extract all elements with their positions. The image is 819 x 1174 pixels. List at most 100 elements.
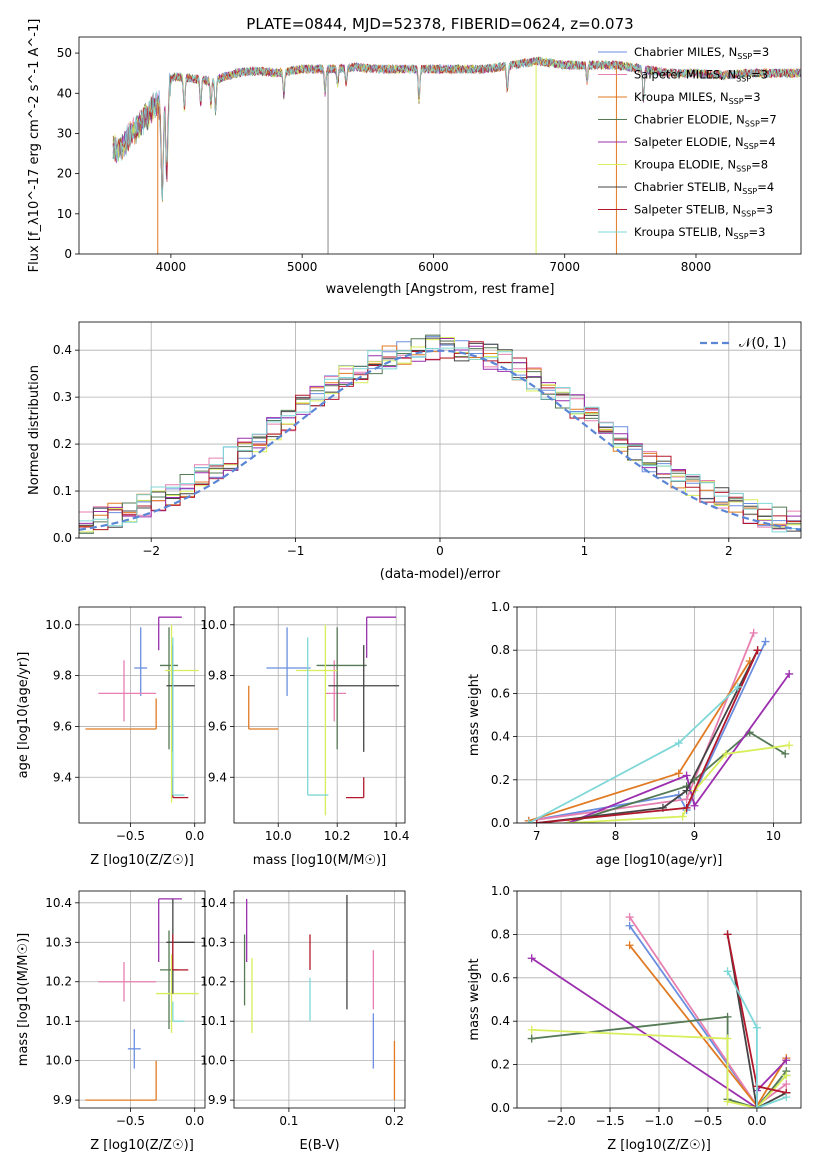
weight-vs-age-ylabel: mass weight [467, 674, 482, 756]
spectrum-axes: 4000 5000 6000 7000 8000 0 10 20 30 40 50 wavelengt… [27, 19, 802, 297]
residuals-axes: −2 −1 0 1 2 0.0 0.1 0.2 0.3 0.4 𝒩(0, 1) (data-model… [27, 321, 802, 582]
age-vs-mass-axes: 10.0 10.2 10.4 9.4 9.6 9.8 10.0 mass [log10(M/M… [200, 606, 410, 868]
spectrum-ytick-label-5: 50 [57, 46, 72, 60]
mass-vs-Z-ytick-label-0: 9.9 [53, 1093, 72, 1107]
legend-nssp-2: 3 [753, 90, 760, 104]
weight-vs-Z-plot-area [527, 913, 791, 1108]
weight-vs-age-marker-4-2 [690, 801, 699, 810]
spectrum-ytick-label-2: 20 [57, 167, 72, 181]
age-vs-mass-plot-area [248, 616, 400, 816]
mass-vs-Z-ytick-label-1: 10.0 [45, 1054, 72, 1068]
spectrum-legend: Chabrier MILES, NSSP=3 Salpeter MILES, NS… [598, 45, 777, 241]
weight-vs-age-xlabel: age [log10(age/yr)] [596, 853, 723, 868]
weight-vs-age-ytick-label-4: 0.8 [491, 643, 510, 657]
mass-vs-Z-ytick-label-3: 10.2 [45, 975, 72, 989]
weight-vs-Z-xtick-label-0: −2.0 [546, 1114, 575, 1128]
weight-vs-age-marker-3-4 [781, 749, 790, 758]
legend-nssp-8: 3 [758, 225, 765, 239]
normal-legend-label: 𝒩(0, 1) [739, 336, 786, 351]
weight-vs-age-marker-8-2 [733, 682, 742, 691]
weight-vs-Z-marker-3-1 [723, 1012, 732, 1021]
legend-entry-3: Chabrier ELODIE, NSSP=7 [634, 113, 777, 129]
mass-vs-Z-xtick-label-0: −0.5 [116, 1114, 145, 1128]
residuals-ytick-label-2: 0.2 [53, 437, 72, 451]
spectrum-line-kroupa-stelib [112, 57, 801, 201]
weight-vs-Z-marker-5-4 [782, 1071, 791, 1080]
weight-vs-Z-ytick-label-1: 0.2 [491, 1058, 510, 1072]
residuals-xtick-label-0: −2 [142, 544, 160, 558]
weight-vs-age-marker-6-2 [682, 786, 691, 795]
weight-vs-Z-ytick-label-4: 0.8 [491, 927, 510, 941]
residuals-xtick-label-1: −1 [287, 544, 305, 558]
mass-vs-Z-xlabel: Z [log10(Z/Z☉)] [90, 1138, 194, 1153]
weight-vs-Z-ytick-label-3: 0.6 [491, 971, 510, 985]
weight-vs-Z-marker-7-0 [723, 930, 732, 939]
mass-vs-Z-ytick-label-4: 10.3 [45, 935, 72, 949]
weight-vs-age-axes: 7 8 9 10 0.0 0.2 0.4 0.6 0.8 1.0 age [log10(age/yr… [467, 600, 802, 868]
legend-nssp-0: 3 [762, 45, 769, 59]
normal-curve [79, 349, 801, 531]
weight-vs-age-ytick-label-2: 0.4 [491, 730, 510, 744]
mass-vs-ebv-xtick-label-1: 0.2 [385, 1114, 404, 1128]
age-vs-Z-ylabel: age [log10(age/yr)] [16, 652, 31, 779]
weight-vs-Z-xtick-label-2: −1.0 [644, 1114, 673, 1128]
residuals-xtick-label-3: 1 [581, 544, 589, 558]
weight-vs-Z-line-kroupa-stelib [726, 970, 787, 1108]
age-vs-Z-axes: −0.5 0.0 9.4 9.6 9.8 10.0 Z [log10(Z/Z☉)] age [… [16, 606, 206, 868]
mass-vs-ebv-ytick-label-5: 10.4 [200, 896, 227, 910]
legend-entry-6: Chabrier STELIB, NSSP=4 [634, 180, 774, 196]
spectrum-xtick-label-3: 7000 [549, 260, 580, 274]
weight-vs-age-marker-4-1 [682, 771, 691, 780]
residuals-ylabel: Normed distribution [27, 365, 42, 495]
weight-vs-age-line-salpeter-miles [528, 632, 755, 822]
mass-vs-ebv-ytick-label-4: 10.3 [200, 935, 227, 949]
weight-vs-age-marker-1-1 [682, 795, 691, 804]
age-vs-mass-frame [233, 606, 406, 824]
weight-vs-age-plot-area [524, 628, 794, 823]
weight-vs-age-marker-5-3 [722, 749, 731, 758]
age-vs-mass-xtick-label-0: 10.0 [265, 829, 292, 843]
weight-vs-Z-marker-1-2 [782, 1080, 791, 1089]
weight-vs-age-marker-7-1 [682, 803, 691, 812]
weight-vs-age-xtick-label-2: 9 [691, 829, 699, 843]
age-vs-Z-xlabel: Z [log10(Z/Z☉)] [90, 853, 194, 868]
mass-vs-Z-xtick-label-1: 0.0 [185, 1114, 204, 1128]
weight-vs-Z-marker-0-0 [625, 921, 634, 930]
histogram-salpeter-elodie [79, 338, 801, 527]
legend-name-5: Kroupa ELODIE [634, 158, 720, 172]
weight-vs-age-xtick-label-1: 8 [612, 829, 620, 843]
age-vs-mass-xtick-label-2: 10.4 [383, 829, 410, 843]
weight-vs-Z-marker-8-1 [752, 1023, 761, 1032]
weight-vs-Z-marker-5-1 [723, 1034, 732, 1043]
weight-vs-age-ytick-label-5: 1.0 [491, 600, 510, 614]
weight-vs-Z-ytick-label-5: 1.0 [491, 884, 510, 898]
legend-name-4: Salpeter ELODIE [634, 135, 728, 149]
mass-vs-Z-ytick-label-5: 10.4 [45, 896, 72, 910]
residuals-ytick-label-4: 0.4 [53, 343, 72, 357]
weight-vs-Z-xlabel: Z [log10(Z/Z☉)] [607, 1138, 711, 1153]
legend-nssp-3: 7 [769, 113, 776, 127]
legend-name-7: Salpeter STELIB [634, 203, 725, 217]
age-vs-mass-ytick-label-2: 9.8 [208, 669, 227, 683]
spectrum-plot-area [112, 55, 801, 254]
spectrum-title: PLATE=0844, MJD=52378, FIBERID=0624, z=0… [246, 15, 633, 33]
weight-vs-age-marker-8-0 [524, 819, 533, 823]
residuals-ytick-label-0: 0.0 [53, 531, 72, 545]
age-vs-Z-ytick-label-3: 10.0 [45, 618, 72, 632]
legend-entry-0: Chabrier MILES, NSSP=3 [634, 45, 769, 61]
weight-vs-age-marker-5-1 [678, 812, 687, 821]
mass-vs-ebv-ytick-label-2: 10.1 [200, 1014, 227, 1028]
weight-vs-age-ytick-label-0: 0.0 [491, 816, 510, 830]
age-vs-mass-xlabel: mass [log10(M/M☉)] [253, 853, 386, 868]
weight-vs-age-marker-2-1 [674, 769, 683, 778]
weight-vs-Z-xtick-label-4: 0.0 [747, 1114, 766, 1128]
legend-nssp-7: 3 [766, 203, 773, 217]
mass-vs-ebv-xtick-label-0: 0.1 [279, 1114, 298, 1128]
mass-vs-Z-ytick-label-2: 10.1 [45, 1014, 72, 1028]
mass-vs-ebv-ytick-label-3: 10.2 [200, 975, 227, 989]
spectrum-ytick-label-4: 40 [57, 86, 72, 100]
mass-vs-ebv-xlabel: E(B-V) [299, 1138, 339, 1153]
spectrum-xtick-label-1: 5000 [287, 260, 318, 274]
legend-name-6: Chabrier STELIB [634, 180, 726, 194]
weight-vs-age-marker-1-2 [749, 628, 758, 637]
